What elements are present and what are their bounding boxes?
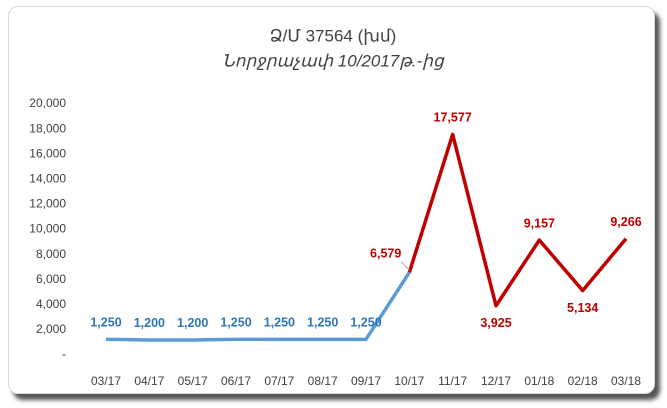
data-label: 1,200: [134, 316, 165, 330]
y-tick-label: -: [62, 347, 66, 361]
chart-title: Ձ/Մ 37564 (խմ): [270, 26, 397, 45]
data-label: 5,134: [567, 301, 598, 315]
y-tick-label: 20,000: [29, 96, 66, 110]
x-tick-label: 06/17: [221, 374, 251, 388]
series-line: [105, 271, 411, 342]
series-line: [407, 132, 628, 308]
y-tick-label: 4,000: [36, 297, 66, 311]
x-tick-label: 08/17: [308, 374, 338, 388]
x-tick-label: 09/17: [351, 374, 381, 388]
chart-frame: [8, 6, 655, 394]
y-tick-label: 12,000: [29, 197, 66, 211]
data-label: 1,250: [90, 316, 121, 330]
data-label: 1,200: [177, 316, 208, 330]
x-tick-label: 01/18: [524, 374, 554, 388]
x-tick-label: 05/17: [178, 374, 208, 388]
x-tick-label: 10/17: [394, 374, 424, 388]
x-tick-label: 04/17: [134, 374, 164, 388]
leader-line: [400, 261, 410, 271]
data-label: 1,250: [264, 316, 295, 330]
data-label: 1,250: [350, 316, 381, 330]
y-tick-label: 14,000: [29, 171, 66, 185]
y-tick-label: 8,000: [36, 247, 66, 261]
y-tick-label: 16,000: [29, 146, 66, 160]
y-tick-label: 10,000: [29, 222, 66, 236]
data-label: 17,577: [434, 111, 472, 125]
y-tick-label: 6,000: [36, 272, 66, 286]
y-tick-label: 2,000: [36, 322, 66, 336]
x-tick-label: 03/18: [611, 374, 641, 388]
chart-subtitle: Նորջրաչափ 10/2017թ.-ից: [222, 51, 445, 70]
x-tick-label: 11/17: [438, 374, 467, 388]
x-tick-label: 12/17: [481, 374, 511, 388]
data-label: 1,250: [307, 316, 338, 330]
y-tick-label: 18,000: [29, 121, 66, 135]
x-tick-label: 07/17: [264, 374, 294, 388]
data-label: 9,266: [610, 215, 641, 229]
x-tick-label: 02/18: [568, 374, 598, 388]
data-label: 3,925: [480, 316, 511, 330]
data-label: 9,157: [524, 216, 555, 230]
x-tick-label: 03/17: [91, 374, 121, 388]
data-label: 1,250: [220, 316, 251, 330]
data-label: 6,579: [370, 247, 401, 261]
